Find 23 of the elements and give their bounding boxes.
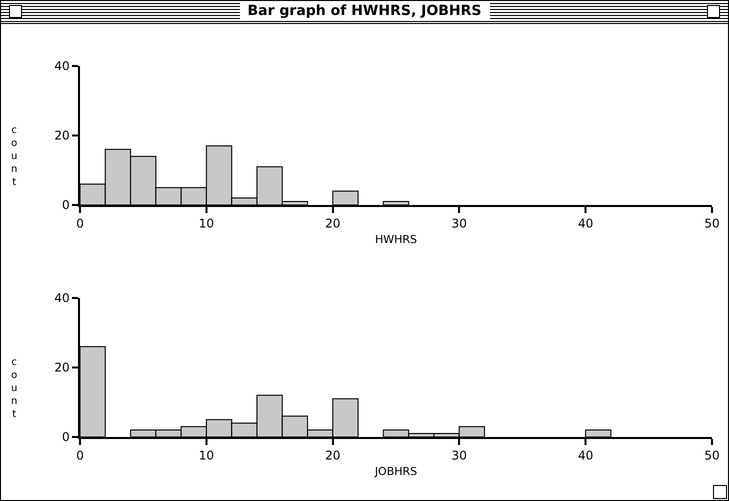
chart-title: Bar graph of HWHRS, JOBHRS xyxy=(239,3,490,20)
y-tick-label: 20 xyxy=(54,128,70,143)
y-axis-title: count xyxy=(11,357,18,420)
x-tick-label: 50 xyxy=(704,216,720,230)
x-axis-title: JOBHRS xyxy=(374,465,418,478)
x-tick-label: 10 xyxy=(198,448,214,462)
y-tick-label: 20 xyxy=(54,360,70,375)
x-tick-label: 0 xyxy=(76,448,84,462)
x-axis-title: HWHRS xyxy=(374,233,418,246)
x-tick-label: 20 xyxy=(325,448,340,462)
x-tick-label: 30 xyxy=(452,216,467,230)
x-tick-label: 0 xyxy=(76,216,84,230)
x-tick-label: 40 xyxy=(578,216,594,230)
x-tick-label: 50 xyxy=(704,448,720,462)
x-tick-label: 40 xyxy=(578,448,594,462)
y-tick-label: 40 xyxy=(54,291,70,306)
x-tick-label: 20 xyxy=(325,216,340,230)
x-tick-label: 30 xyxy=(452,448,467,462)
x-tick-label: 10 xyxy=(198,216,214,230)
y-tick-label: 40 xyxy=(54,59,70,74)
y-tick-label: 0 xyxy=(62,198,70,212)
y-axis-title: count xyxy=(11,125,18,188)
y-tick-label: 0 xyxy=(62,430,70,444)
